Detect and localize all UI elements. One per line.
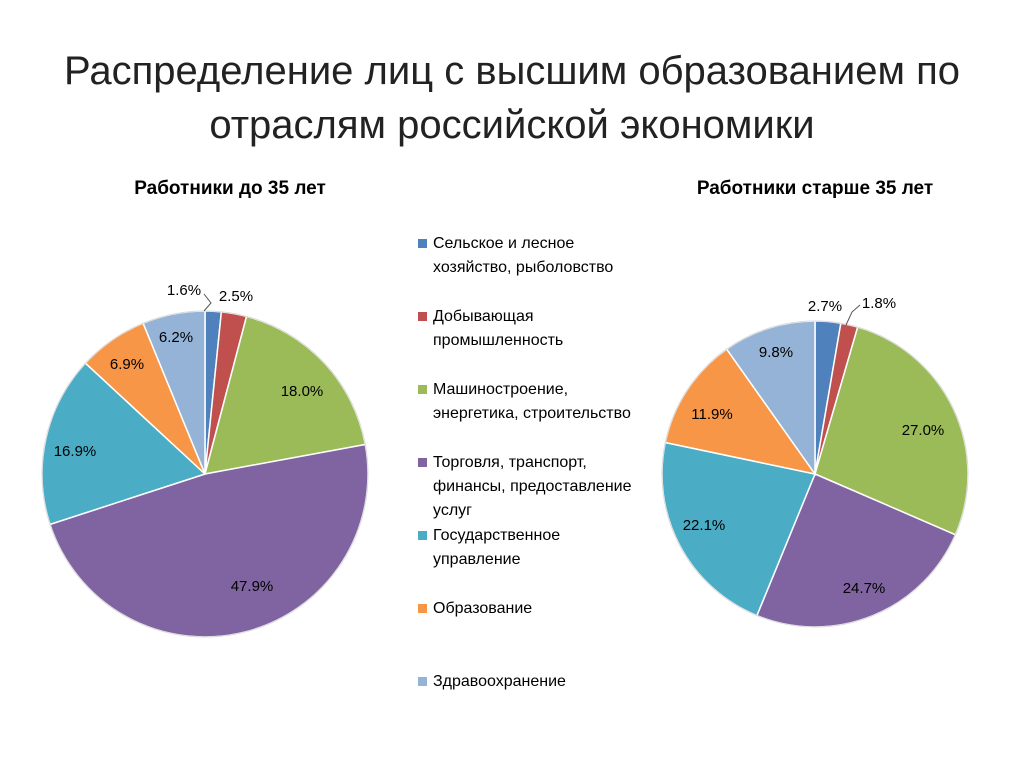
- legend-label-agriculture: Сельское и лесное хозяйство, рыболовство: [433, 235, 614, 276]
- data-label-under35-agriculture: 1.6%: [167, 282, 201, 299]
- data-label-under35-government: 16.9%: [54, 443, 97, 460]
- legend-swatch-trade: [418, 458, 427, 467]
- leader-line-over35: [845, 304, 861, 326]
- legend-label-trade: Торговля, транспорт, финансы, предоставл…: [433, 454, 632, 519]
- legend-item-education: Образование: [418, 597, 643, 621]
- legend-label-healthcare: Здравоохранение: [433, 673, 566, 690]
- legend-swatch-healthcare: [418, 677, 427, 686]
- data-label-under35-mining: 2.5%: [219, 288, 253, 305]
- legend-swatch-mining: [418, 312, 427, 321]
- data-label-over35-trade: 24.7%: [843, 580, 886, 597]
- data-label-over35-education: 11.9%: [691, 406, 732, 423]
- legend-item-engineering: Машиностроение, энергетика, строительств…: [418, 378, 643, 426]
- chart-title-under-35: Работники до 35 лет: [134, 178, 326, 199]
- data-label-over35-engineering: 27.0%: [902, 422, 945, 439]
- data-label-under35-healthcare: 6.2%: [159, 329, 193, 346]
- legend-item-healthcare: Здравоохранение: [418, 670, 643, 694]
- data-label-over35-healthcare: 9.8%: [759, 344, 793, 361]
- legend-item-trade: Торговля, транспорт, финансы, предоставл…: [418, 451, 643, 523]
- data-label-under35-education: 6.9%: [110, 356, 144, 373]
- slide-title: Распределение лиц с высшим образованием …: [64, 49, 960, 147]
- legend-item-government: Государственное управление: [418, 524, 643, 572]
- pie-outline-over35: [661, 320, 969, 628]
- data-label-over35-mining: 1.8%: [862, 295, 896, 312]
- legend-swatch-education: [418, 604, 427, 613]
- data-label-under35-trade: 47.9%: [231, 578, 274, 595]
- legend-swatch-government: [418, 531, 427, 540]
- data-label-over35-government: 22.1%: [683, 517, 726, 534]
- legend-label-education: Образование: [433, 600, 533, 617]
- chart-title-over-35: Работники старше 35 лет: [696, 178, 934, 199]
- data-label-over35-agriculture: 2.7%: [808, 298, 842, 315]
- pie-outline-under35: [41, 310, 369, 638]
- legend-label-government: Государственное управление: [433, 527, 561, 568]
- legend-item-mining: Добывающая промышленность: [418, 305, 643, 353]
- leader-line-under35: [203, 293, 212, 312]
- legend-item-agriculture: Сельское и лесное хозяйство, рыболовство: [418, 232, 643, 280]
- legend-label-mining: Добывающая промышленность: [433, 308, 564, 349]
- data-label-under35-engineering: 18.0%: [281, 383, 324, 400]
- legend-label-engineering: Машиностроение, энергетика, строительств…: [433, 381, 631, 422]
- legend-swatch-engineering: [418, 385, 427, 394]
- legend-swatch-agriculture: [418, 239, 427, 248]
